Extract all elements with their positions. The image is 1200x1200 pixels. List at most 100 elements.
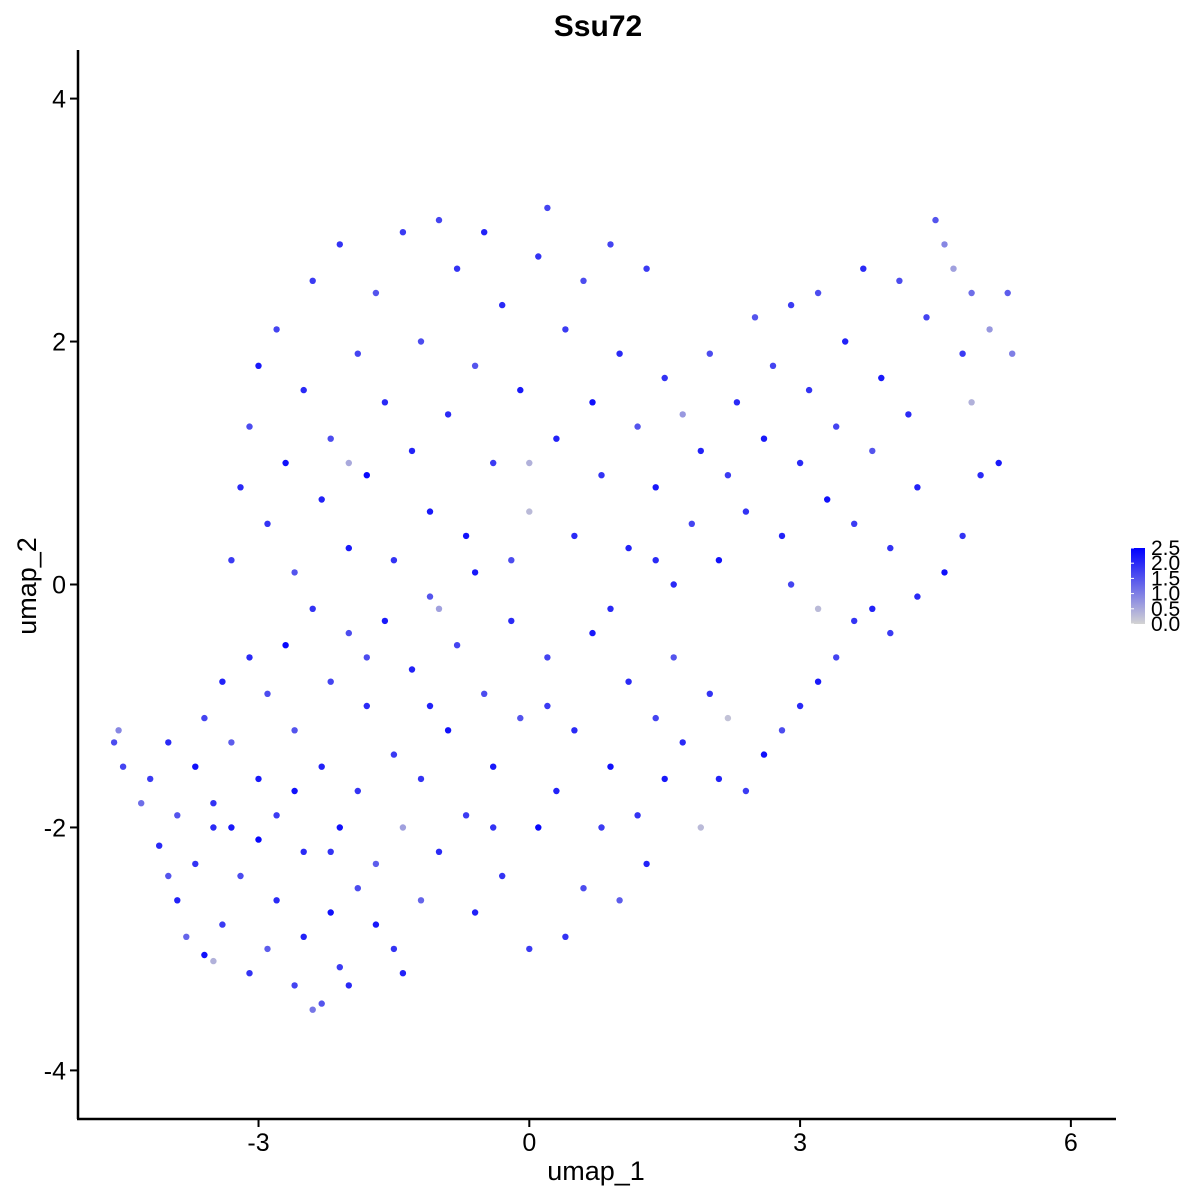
- data-point: [264, 945, 271, 953]
- data-point: [462, 532, 470, 540]
- data-point: [986, 326, 993, 333]
- data-point: [246, 970, 253, 977]
- y-ticks: -4 -2 0 2 4: [44, 86, 78, 1085]
- data-point: [147, 775, 154, 783]
- data-point: [345, 629, 352, 637]
- data-point: [471, 569, 479, 576]
- data-point: [535, 824, 542, 831]
- data-point: [408, 447, 416, 455]
- legend-tick-label: 1.0: [1151, 583, 1180, 606]
- data-point: [508, 617, 515, 625]
- data-point: [760, 751, 768, 758]
- legend-tick-label: 1.5: [1151, 567, 1180, 590]
- data-point: [517, 714, 524, 722]
- data-point: [553, 787, 560, 795]
- data-point: [634, 423, 641, 430]
- data-point: [616, 350, 623, 357]
- data-point: [327, 848, 334, 855]
- data-point: [264, 690, 271, 697]
- data-point: [959, 350, 966, 357]
- data-point: [372, 289, 380, 297]
- data-point: [165, 739, 172, 746]
- data-point: [914, 593, 921, 600]
- data-point: [742, 787, 750, 795]
- data-point: [115, 727, 122, 734]
- data-point: [327, 435, 334, 442]
- data-point: [697, 824, 704, 831]
- y-tick-label: 4: [52, 86, 66, 114]
- data-point: [769, 362, 777, 369]
- data-point: [363, 702, 370, 710]
- legend-tick-label: 0.5: [1151, 598, 1180, 621]
- data-point: [706, 690, 713, 697]
- data-point: [977, 472, 984, 479]
- data-point: [760, 435, 768, 442]
- data-point: [363, 654, 370, 661]
- legend-tick-label: 2.0: [1151, 552, 1180, 575]
- data-point: [291, 727, 298, 734]
- data-point: [670, 654, 677, 661]
- data-point: [887, 629, 894, 637]
- data-point: [508, 557, 515, 564]
- data-point: [995, 459, 1002, 467]
- x-axis-label: umap_1: [547, 1156, 645, 1186]
- data-point: [526, 508, 533, 515]
- data-point: [643, 860, 650, 868]
- data-point: [697, 447, 704, 455]
- data-point: [426, 593, 434, 600]
- data-point: [228, 739, 235, 746]
- data-point: [255, 362, 262, 369]
- data-point: [553, 435, 560, 442]
- data-point: [399, 229, 407, 236]
- y-tick-label: 2: [52, 329, 66, 357]
- data-point: [652, 557, 659, 564]
- data-point: [273, 897, 280, 904]
- data-point: [571, 532, 578, 540]
- data-point: [372, 860, 380, 868]
- data-point: [462, 812, 470, 819]
- data-point: [814, 605, 822, 612]
- data-point: [733, 399, 741, 406]
- data-point: [228, 824, 235, 831]
- data-point: [444, 411, 452, 418]
- data-point: [219, 678, 226, 685]
- data-point: [824, 496, 831, 503]
- data-point: [833, 654, 840, 661]
- data-point: [517, 386, 524, 394]
- data-point: [309, 277, 316, 284]
- data-point: [778, 727, 786, 734]
- data-point: [156, 842, 163, 849]
- data-point: [336, 241, 343, 248]
- data-point: [544, 204, 551, 212]
- data-point: [246, 654, 253, 661]
- x-tick-label: -3: [247, 1129, 269, 1157]
- data-point: [598, 472, 605, 479]
- data-point: [417, 775, 425, 783]
- data-point: [390, 945, 398, 953]
- data-point: [291, 569, 298, 576]
- data-point: [264, 520, 271, 527]
- data-point: [291, 787, 298, 795]
- y-tick-label: 0: [52, 572, 66, 600]
- data-point: [228, 557, 235, 564]
- data-point: [571, 727, 578, 734]
- data-point: [318, 496, 325, 503]
- data-point: [345, 982, 352, 989]
- data-point: [706, 350, 713, 357]
- data-point: [1004, 289, 1011, 297]
- data-point: [607, 605, 614, 612]
- data-point: [471, 362, 479, 369]
- data-point: [607, 763, 614, 770]
- data-point: [652, 484, 659, 491]
- data-point: [490, 763, 497, 770]
- data-point: [562, 933, 569, 940]
- x-ticks: -3 0 3 6: [247, 1119, 1078, 1157]
- data-point: [408, 666, 416, 673]
- data-point: [435, 848, 443, 855]
- data-point: [923, 314, 930, 321]
- data-point: [219, 921, 226, 928]
- data-point: [165, 872, 172, 880]
- data-point: [435, 216, 443, 224]
- data-point: [941, 569, 948, 576]
